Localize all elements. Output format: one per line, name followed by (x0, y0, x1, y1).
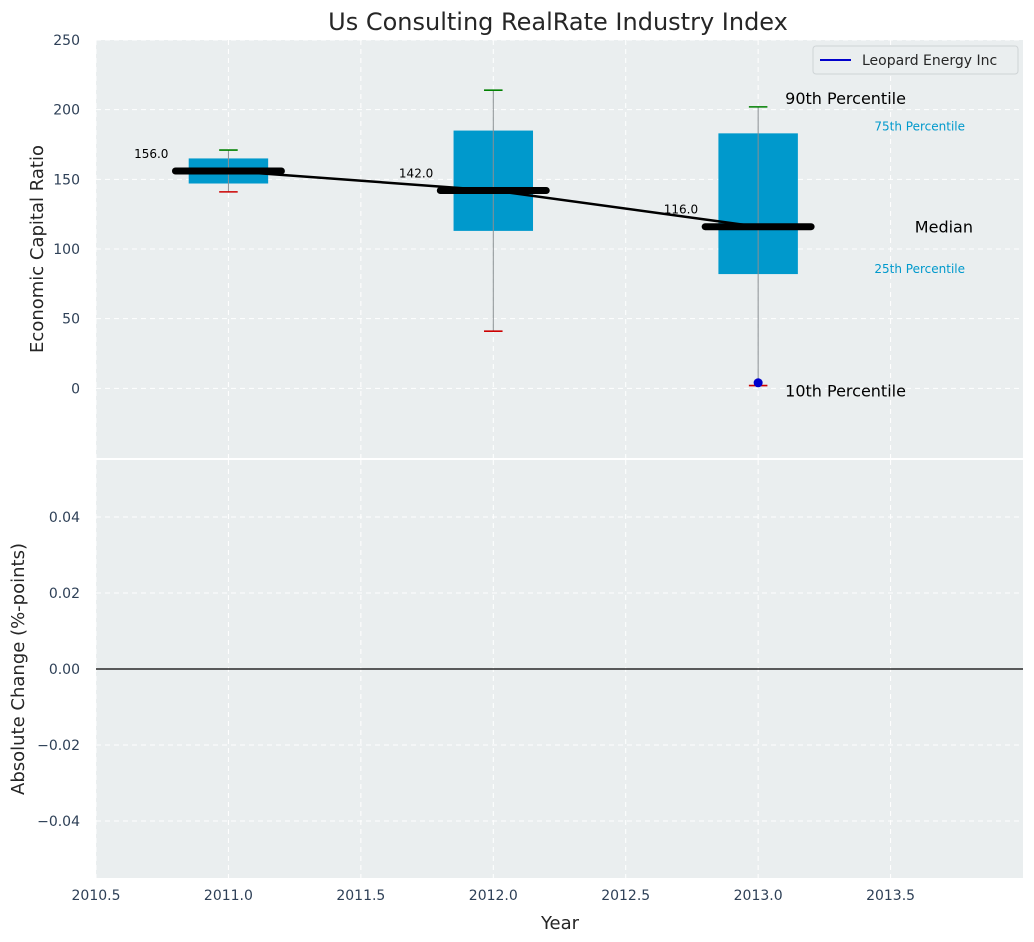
median-value-label: 116.0 (664, 203, 698, 217)
legend-label: Leopard Energy Inc (862, 53, 997, 69)
median-value-label: 156.0 (134, 147, 168, 161)
box-2012 (453, 89, 534, 333)
x-tick-label: 2011.5 (336, 888, 385, 904)
x-tick-label: 2013.0 (734, 888, 783, 904)
top-y-tick-label: 100 (53, 242, 80, 258)
top-y-tick-label: 150 (53, 172, 80, 188)
median-value-label: 142.0 (399, 166, 433, 180)
bottom-y-tick-label: 0.04 (49, 510, 80, 526)
box-2013 (718, 106, 798, 387)
x-tick-label: 2012.5 (601, 888, 650, 904)
chart-title: Us Consulting RealRate Industry Index (328, 8, 788, 36)
x-tick-label: 2013.5 (866, 888, 915, 904)
company-point (753, 378, 763, 388)
x-tick-label: 2011.0 (204, 888, 253, 904)
annotation-p25: 25th Percentile (874, 262, 965, 276)
x-tick-label: 2010.5 (72, 888, 121, 904)
bottom-y-tick-label: 0.02 (49, 586, 80, 602)
top-y-tick-label: 200 (53, 103, 80, 119)
legend: Leopard Energy Inc (812, 45, 1019, 75)
top-y-tick-label: 0 (71, 381, 80, 397)
top-y-tick-label: 50 (62, 312, 80, 328)
x-tick-label: 2012.0 (469, 888, 518, 904)
bottom-y-tick-label: −0.04 (37, 814, 80, 830)
top-y-axis-label: Economic Capital Ratio (27, 145, 48, 353)
x-axis-label: Year (540, 913, 580, 934)
annotation-p10: 10th Percentile (785, 382, 906, 401)
top-panel: 156.0 142.0 116.0 90th Percentile 75th Perce… (134, 89, 973, 401)
bottom-y-tick-label: −0.02 (37, 738, 80, 754)
legend-box (812, 45, 1019, 75)
annotation-median: Median (915, 218, 973, 237)
top-y-tick-label: 250 (53, 33, 80, 49)
bottom-y-axis-label: Absolute Change (%-points) (8, 543, 29, 795)
annotation-p75: 75th Percentile (874, 119, 965, 133)
annotation-p90: 90th Percentile (785, 89, 906, 108)
bottom-y-tick-label: 0.00 (49, 662, 80, 678)
